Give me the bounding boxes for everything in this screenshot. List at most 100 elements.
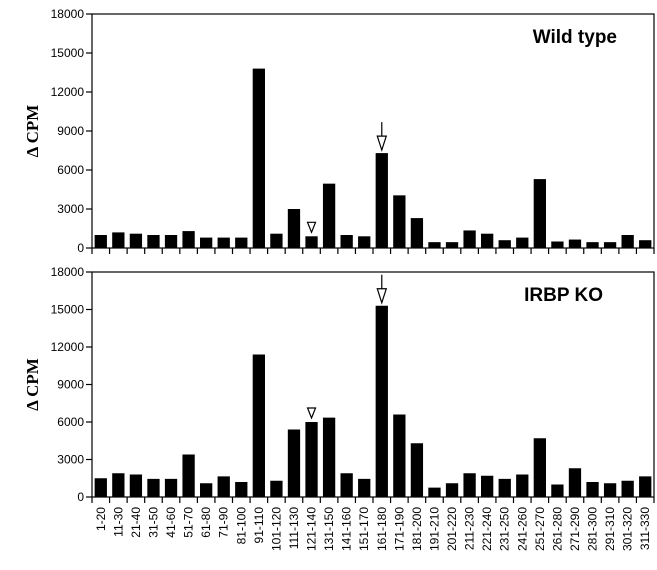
y-tick-label: 3000 [57,453,84,467]
x-tick-label: 121-140 [305,507,319,551]
x-tick-label: 161-180 [375,507,389,551]
bar [639,476,652,497]
bar [112,232,125,248]
y-tick-label: 15000 [51,46,85,60]
y-tick-label: 9000 [57,124,84,138]
x-tick-label: 181-200 [410,507,424,551]
bar [129,233,143,248]
panel-wild-type: 0 3000 6000 9000 12000 15000 18000 Δ CPM Wild ty… [23,7,655,255]
bar [621,480,634,497]
bar [428,487,441,497]
bar [287,429,301,497]
open-triangle-marker [306,221,317,234]
bar [586,482,599,497]
bar [270,233,283,248]
x-tick-label: 41-60 [164,507,178,538]
bar [533,179,546,248]
x-tick-label: 261-280 [550,507,564,551]
x-tick-label: 281-300 [586,507,600,551]
x-tick-label: 211-230 [463,507,477,550]
x-tick-label: 221-240 [480,507,494,551]
bar [498,478,511,497]
bar [305,422,318,497]
bar [322,183,336,248]
x-tick-label: 291-310 [603,507,617,551]
bar [375,305,388,497]
arrow-marker [376,135,388,153]
y-tick-label: 12000 [51,85,85,99]
bar [568,239,582,248]
open-triangle-marker [306,407,317,420]
bar [498,240,511,248]
bar [358,478,371,497]
panel-title: IRBP KO [524,285,603,306]
x-tick-label: 51-70 [182,507,196,538]
x-tick-label: 271-290 [568,507,582,551]
bar [445,483,459,497]
bar [235,237,248,248]
x-tick-label: 231-250 [498,507,512,551]
bar [533,438,546,497]
panel-irbp-ko: 0 3000 6000 9000 12000 15000 18000 Δ CPM IRBP KO [23,265,655,504]
bar [603,483,617,497]
bar [182,454,195,497]
bar [287,209,301,248]
x-tick-label: 171-190 [392,507,406,551]
bar [586,242,599,248]
x-tick-label: 151-170 [357,507,371,551]
y-tick-label: 9000 [57,378,84,392]
bar [516,237,529,248]
x-tick-label: 241-260 [515,507,529,551]
arrow-marker [376,288,388,305]
bar [551,484,564,497]
x-tick-label: 11-30 [111,507,125,537]
bar [252,354,265,497]
bar [551,241,564,248]
x-tick-label: 1-20 [94,507,108,531]
x-tick-label: 31-50 [146,507,160,538]
y-tick-label: 0 [77,490,84,504]
bar [94,478,107,497]
x-tick-label: 141-160 [340,507,354,551]
bar [164,478,178,497]
bar [375,153,388,248]
y-axis-label: Δ CPM [23,358,42,411]
bar [200,237,213,248]
bar [393,195,406,248]
bar [481,475,494,497]
x-tick-label: 131-150 [322,507,336,551]
bar [516,474,529,497]
x-tick-label: 301-320 [621,507,635,551]
x-tick-label: 251-270 [533,507,547,551]
bar [217,476,230,497]
y-axis-label: Δ CPM [23,105,42,158]
bar [147,478,160,497]
y-tick-label: 6000 [57,415,84,429]
bar [639,240,652,248]
x-tick-label: 71-90 [217,507,231,538]
x-tick-label: 201-220 [445,507,459,551]
bar [322,417,336,497]
x-axis-labels: 1-20 11-30 21-40 31-50 41-60 51-70 61-80 71-90 8… [94,507,652,551]
bar [129,474,143,497]
x-tick-label: 101-120 [269,507,283,551]
y-tick-label: 18000 [51,7,85,21]
x-tick-label: 21-40 [129,507,143,538]
bar [217,237,230,248]
x-tick-label: 61-80 [199,507,213,538]
y-tick-label: 6000 [57,163,84,177]
bar [147,235,160,248]
y-tick-label: 18000 [51,265,85,279]
bar [428,242,441,248]
bar [410,443,424,497]
bar [445,242,459,248]
bar [463,473,476,497]
bar [340,235,353,248]
bar [252,68,265,248]
panel-title: Wild type [533,27,617,48]
plot-frame [91,13,655,249]
bar [305,236,318,248]
y-tick-label: 3000 [57,202,84,216]
bar [358,236,371,248]
bar [164,235,178,248]
